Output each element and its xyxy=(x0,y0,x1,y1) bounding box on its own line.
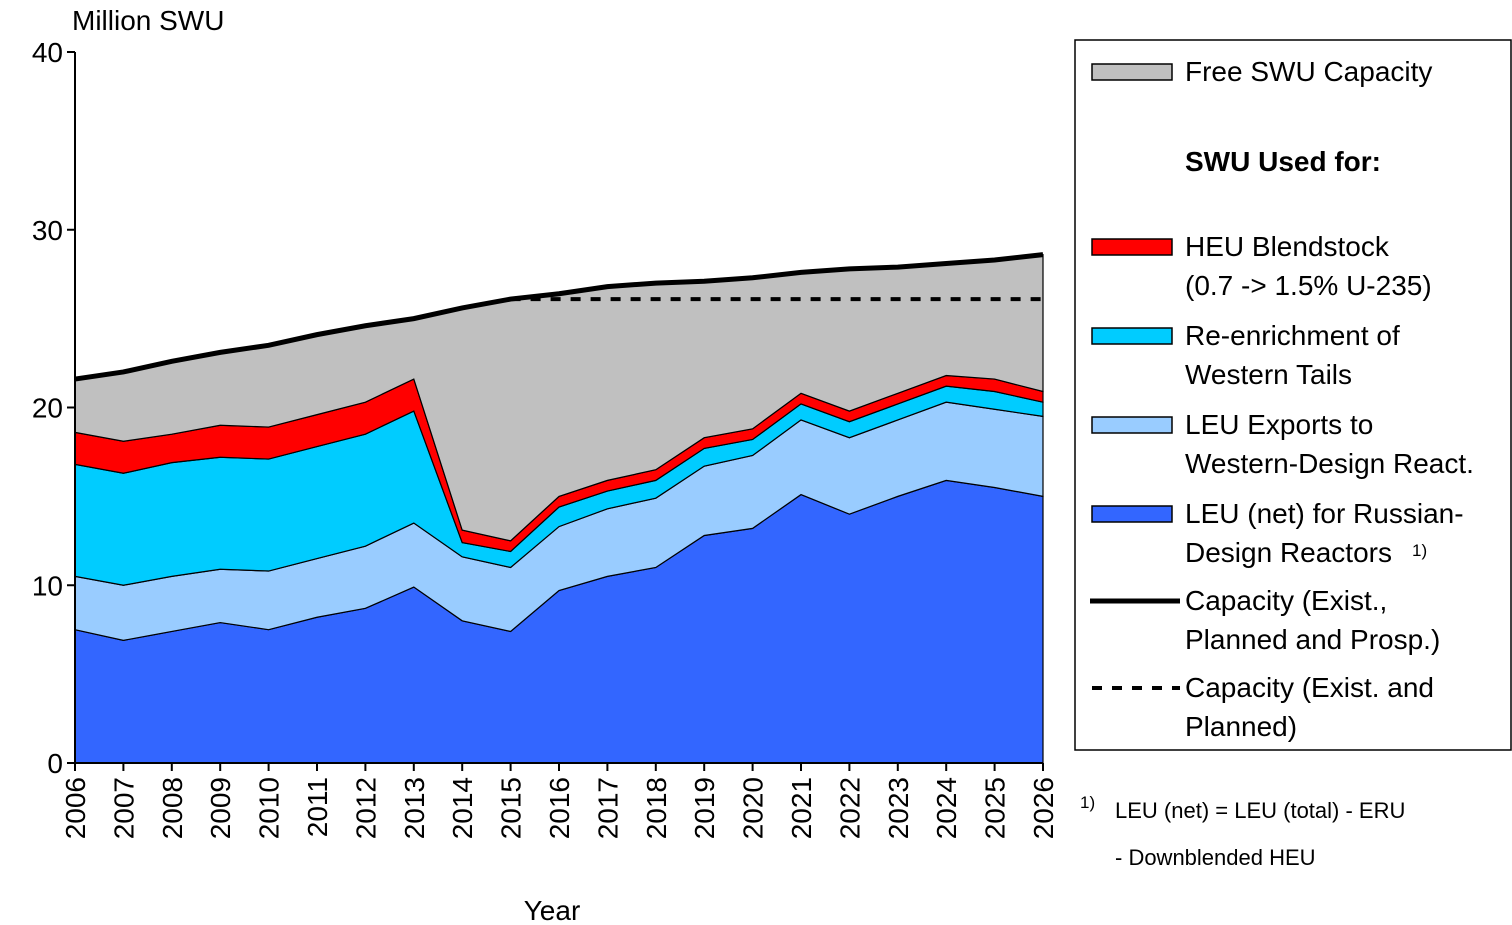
legend-label: Free SWU Capacity xyxy=(1185,56,1433,87)
y-tick-label: 30 xyxy=(32,215,63,246)
legend-swatch xyxy=(1091,63,1173,81)
legend-label: LEU (net) for Russian- Design Reactors xyxy=(1185,498,1464,568)
x-tick-label: 2023 xyxy=(883,777,914,839)
x-tick-label: 2006 xyxy=(60,777,91,839)
x-tick-label: 2009 xyxy=(205,777,236,839)
y-axis-label: Million SWU xyxy=(72,5,224,36)
x-tick-label: 2026 xyxy=(1028,777,1059,839)
x-tick-label: 2016 xyxy=(544,777,575,839)
x-tick-label: 2012 xyxy=(350,777,381,839)
legend-heading: SWU Used for: xyxy=(1185,146,1381,177)
legend-label: HEU Blendstock (0.7 -> 1.5% U-235) xyxy=(1185,231,1432,301)
x-tick-label: 2014 xyxy=(447,777,478,839)
x-tick-label: 2021 xyxy=(786,777,817,839)
x-tick-label: 2011 xyxy=(302,777,333,837)
x-tick-label: 2015 xyxy=(496,777,527,839)
x-tick-label: 2022 xyxy=(834,777,865,839)
y-tick-label: 40 xyxy=(32,37,63,68)
legend-swatch xyxy=(1091,238,1173,256)
footnote-marker: 1) xyxy=(1080,793,1095,812)
x-tick-label: 2007 xyxy=(108,777,139,839)
legend-label: Capacity (Exist., Planned and Prosp.) xyxy=(1185,585,1441,655)
x-tick-label: 2020 xyxy=(738,777,769,839)
legend-swatch xyxy=(1091,416,1173,434)
x-tick-label: 2010 xyxy=(254,777,285,839)
legend-swatch xyxy=(1091,505,1173,523)
y-tick-label: 0 xyxy=(47,748,63,779)
areas xyxy=(74,253,1044,764)
line-series xyxy=(74,252,1044,382)
footnote: LEU (net) = LEU (total) - ERU xyxy=(1115,798,1405,823)
x-tick-label: 2018 xyxy=(641,777,672,839)
legend-label: Capacity (Exist. and Planned) xyxy=(1185,672,1434,742)
x-tick-label: 2017 xyxy=(592,777,623,839)
y-tick-label: 10 xyxy=(32,570,63,601)
legend-label: Re-enrichment of Western Tails xyxy=(1185,320,1400,390)
x-tick-label: 2025 xyxy=(980,777,1011,839)
x-axis-label: Year xyxy=(524,895,581,925)
x-tick-label: 2013 xyxy=(399,777,430,839)
x-tick-label: 2024 xyxy=(931,777,962,839)
legend-swatch xyxy=(1091,327,1173,345)
footnote-ref: 1) xyxy=(1412,541,1427,560)
x-tick-label: 2008 xyxy=(157,777,188,839)
y-tick-label: 20 xyxy=(32,393,63,424)
footnote: - Downblended HEU xyxy=(1115,845,1316,870)
x-tick-label: 2019 xyxy=(689,777,720,839)
legend-label: LEU Exports to Western-Design React. xyxy=(1185,409,1474,479)
legend-box xyxy=(1074,39,1512,751)
